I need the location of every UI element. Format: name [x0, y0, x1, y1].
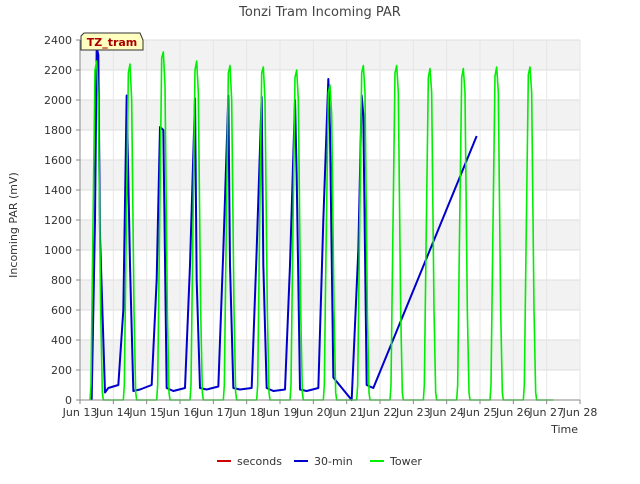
- y-tick-label: 1600: [44, 154, 72, 167]
- plot-band: [80, 280, 580, 310]
- x-tick-label: Jun 18: [228, 406, 264, 419]
- x-tick-label: Jun 21: [328, 406, 364, 419]
- x-tick-label: Jun 13: [62, 406, 98, 419]
- x-tick-label: Jun 14: [95, 406, 131, 419]
- y-tick-label: 800: [51, 274, 72, 287]
- y-tick-label: 2200: [44, 64, 72, 77]
- y-tick-label: 1400: [44, 184, 72, 197]
- y-tick-label: 400: [51, 334, 72, 347]
- chart-title: Tonzi Tram Incoming PAR: [238, 5, 401, 20]
- y-tick-labels: 0 200 400 600 800 1000 1200 1400 1600 1800 2000 220…: [44, 34, 72, 407]
- x-tick-label: Jun 26: [495, 406, 531, 419]
- y-tick-label: 2400: [44, 34, 72, 47]
- legend-item-30-min: 30-min: [294, 455, 353, 468]
- x-tick-label: Jun 20: [295, 406, 331, 419]
- annotation-label: TZ_tram: [87, 36, 138, 49]
- x-tick-label: Jun 28: [562, 406, 598, 419]
- x-tick-label: Jun 19: [262, 406, 298, 419]
- plot-band: [80, 40, 580, 70]
- y-tick-label: 200: [51, 364, 72, 377]
- y-axis-label: Incoming PAR (mV): [7, 172, 20, 278]
- x-tick-label: Jun 16: [162, 406, 198, 419]
- legend-label-seconds: seconds: [237, 455, 282, 468]
- x-tick-label: Jun 25: [462, 406, 498, 419]
- legend-label-tower: Tower: [389, 455, 422, 468]
- y-tick-label: 2000: [44, 94, 72, 107]
- axes: [76, 39, 581, 404]
- legend-item-seconds: seconds: [217, 455, 282, 468]
- plot-band: [80, 220, 580, 250]
- y-tick-label: 1200: [44, 214, 72, 227]
- annotation-box: TZ_tram: [80, 32, 144, 51]
- legend: seconds 30-min Tower: [217, 455, 422, 468]
- annotation-box-shape: [80, 32, 144, 51]
- x-tick-label: Jun 24: [428, 406, 464, 419]
- y-tick-label: 0: [65, 394, 72, 407]
- x-tick-label: Jun 22: [362, 406, 398, 419]
- legend-item-tower: Tower: [370, 455, 422, 468]
- x-tick-label: Jun 27: [528, 406, 564, 419]
- y-tick-label: 1000: [44, 244, 72, 257]
- x-axis-label: Time: [550, 423, 578, 436]
- x-tick-label: Jun 17: [195, 406, 231, 419]
- y-tick-label: 600: [51, 304, 72, 317]
- x-tick-label: Jun 23: [395, 406, 431, 419]
- legend-label-30-min: 30-min: [314, 455, 353, 468]
- x-tick-label: Jun 15: [128, 406, 164, 419]
- plot-band: [80, 340, 580, 370]
- y-tick-label: 1800: [44, 124, 72, 137]
